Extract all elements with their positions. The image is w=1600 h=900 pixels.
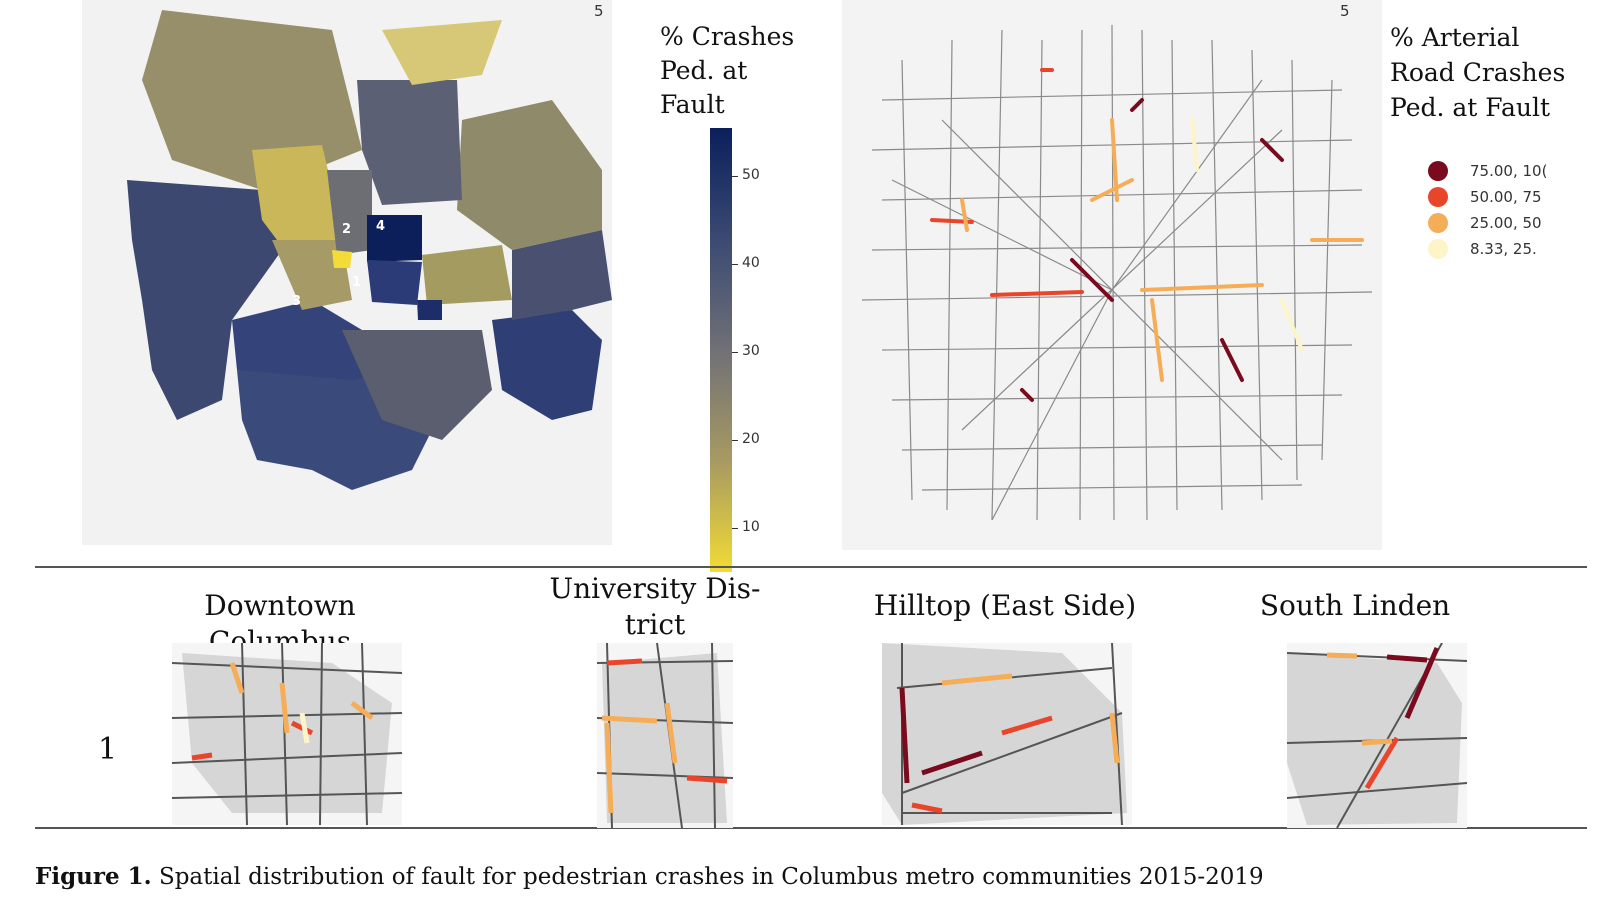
legend-swatch (1428, 213, 1448, 233)
inset-title-university: University Dis- trict (549, 572, 761, 641)
legend-entry: 8.33, 25. (1428, 238, 1537, 260)
colorbar-tick (732, 264, 738, 265)
inset-title-hilltop: Hilltop (East Side) (873, 589, 1137, 622)
region-northeast (457, 100, 602, 250)
choropleth-map: 1 2 3 4 (82, 0, 612, 545)
left-map-corner-label: 5 (594, 2, 604, 20)
colorbar-title: % Crashes Ped. at Fault (660, 22, 795, 119)
colorbar-tick-label: 20 (742, 431, 760, 447)
figure-caption: Figure 1. Spatial distribution of fault … (35, 863, 1264, 890)
choropleth-svg: 1 2 3 4 (127, 10, 612, 490)
colorbar-tick-label: 10 (742, 519, 760, 535)
region-central-west (272, 240, 352, 310)
inset-title-south-linden: South Linden (1259, 589, 1451, 622)
colorbar-tick (732, 176, 738, 177)
colorbar-tick (732, 528, 738, 529)
region-hilltop (417, 300, 442, 320)
colorbar-tick-label: 40 (742, 255, 760, 271)
legend-label: 50.00, 75 (1470, 188, 1542, 206)
caption-text: Spatial distribution of fault for pedest… (151, 864, 1264, 890)
legend-entry: 25.00, 50 (1428, 212, 1542, 234)
inset-map-university (596, 642, 734, 829)
region-campus (367, 215, 422, 262)
inset-svg-south-linden (1286, 642, 1468, 829)
region-east (512, 230, 612, 320)
caption-label: Figure 1. (35, 863, 152, 890)
divider-top (35, 566, 1587, 568)
inset-svg-downtown (171, 642, 403, 826)
inset-map-hilltop (882, 642, 1132, 826)
colorbar-tick-label: 30 (742, 343, 760, 359)
region-northwest (142, 10, 362, 190)
region-downtown (332, 250, 352, 268)
district-label-4: 4 (376, 219, 385, 234)
inset-svg-hilltop (882, 642, 1127, 826)
legend-label: 8.33, 25. (1470, 240, 1537, 258)
colorbar-tick (732, 352, 738, 353)
region-north (357, 80, 462, 205)
district-label-2: 2 (342, 222, 351, 237)
crash-segments (930, 68, 1364, 402)
inset-map-south-linden (1286, 642, 1468, 829)
road-network-svg (861, 24, 1373, 521)
region-west-central (252, 145, 347, 260)
legend-label: 25.00, 50 (1470, 214, 1542, 232)
legend-title: % Arterial Road Crashes Ped. at Fault (1390, 23, 1566, 122)
region-linden (367, 260, 422, 305)
region-south-central (342, 330, 492, 440)
inset-svg-university (596, 642, 734, 829)
legend-swatch (1428, 187, 1448, 207)
district-label-3: 3 (292, 294, 301, 309)
colorbar-tick-label: 50 (742, 167, 760, 183)
colorbar (710, 128, 732, 572)
road-network-map (842, 0, 1382, 550)
colorbar-tick (732, 440, 738, 441)
legend-swatch (1428, 239, 1448, 259)
region-north-far (382, 20, 502, 85)
legend-swatch (1428, 161, 1448, 181)
district-label-1: 1 (352, 275, 361, 290)
inset-map-downtown (171, 642, 403, 826)
legend-entry: 50.00, 75 (1428, 186, 1542, 208)
legend-entry: 75.00, 10( (1428, 160, 1547, 182)
inset-row-label: 1 (98, 732, 118, 767)
right-map-corner-label: 5 (1340, 2, 1350, 20)
region-near-east (422, 245, 512, 305)
region-central (327, 170, 372, 255)
divider-bottom (35, 827, 1587, 829)
region-southeast (492, 310, 602, 420)
road-grid (861, 24, 1373, 521)
region-west (127, 180, 282, 420)
legend-label: 75.00, 10( (1470, 162, 1548, 180)
